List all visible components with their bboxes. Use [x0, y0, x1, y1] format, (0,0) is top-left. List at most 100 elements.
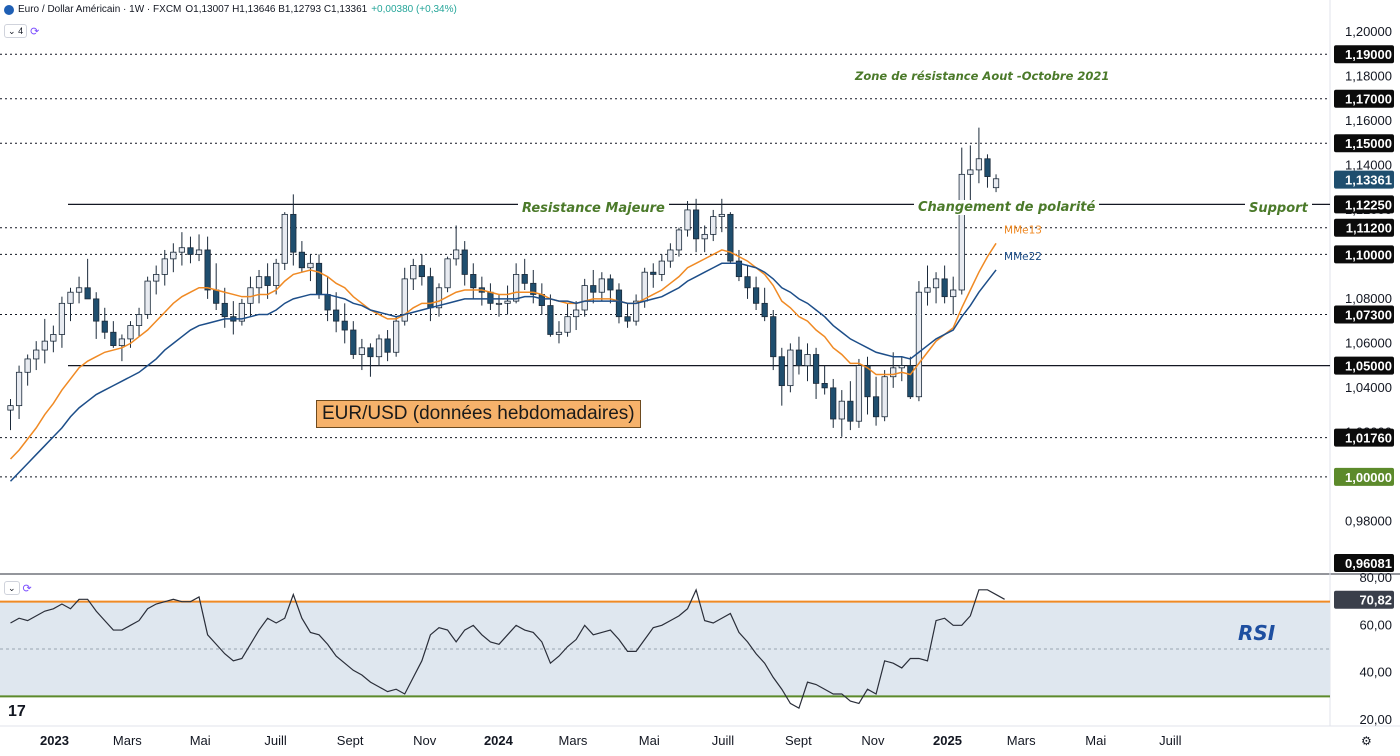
candle-body [135, 314, 143, 326]
last-price-tag: 1,13361 [1345, 173, 1392, 188]
rsi-pane-controls: ⌄ ⟳ [4, 581, 32, 595]
y-tick-label: 1,04000 [1345, 380, 1392, 395]
candle-body [967, 169, 974, 175]
rsi-tick-label: 80,00 [1359, 570, 1392, 585]
candle-body [770, 316, 777, 358]
x-tick-label: Nov [413, 733, 437, 748]
candle-body [812, 354, 820, 384]
x-tick-label: Juill [712, 733, 735, 748]
candle-body [298, 251, 305, 269]
candle-body [418, 265, 425, 278]
candle-body [924, 287, 931, 293]
candle-body [144, 280, 151, 315]
candle-body [350, 329, 357, 355]
indicator-controls: ⌄ 4 ⟳ [4, 24, 39, 38]
y-tick-label: 1,08000 [1345, 291, 1392, 306]
candle-body [915, 291, 923, 398]
candle-body [513, 274, 520, 302]
settings-gear-icon[interactable]: ⚙ [1361, 734, 1372, 748]
candle-body [341, 320, 348, 331]
candle-body [864, 365, 871, 398]
rsi-collapse-button[interactable]: ⌄ [4, 581, 20, 595]
candle-body [581, 285, 588, 311]
level-tag: 1,00000 [1345, 470, 1392, 485]
level-tag: 1,10000 [1345, 247, 1392, 262]
candle-body [461, 249, 468, 275]
level-tag: 1,12250 [1345, 197, 1392, 212]
candle-body [710, 216, 717, 235]
candle-body [941, 278, 948, 298]
candle-body [547, 305, 554, 335]
level-tag: 1,19000 [1345, 47, 1392, 62]
low-marker-tag-bg [1334, 553, 1394, 572]
candle-body [735, 260, 743, 278]
symbol-legend: Euro / Dollar Américain · 1W · FXCM O1,1… [4, 4, 457, 15]
candle-body [675, 229, 683, 251]
change-readout: +0,00380 (+0,34%) [371, 4, 457, 15]
candle-body [333, 309, 340, 322]
candle-body [590, 285, 597, 293]
y-tick-label: 1,16000 [1345, 113, 1392, 128]
level-tag-bg [1334, 428, 1394, 447]
rsi-tick-label: 40,00 [1359, 665, 1392, 680]
candle-body [15, 371, 23, 407]
candle-body [161, 258, 168, 275]
candle-body [58, 302, 66, 335]
candle-body [898, 365, 905, 369]
tradingview-logo-icon[interactable]: 17 [8, 703, 26, 720]
candle-body [847, 400, 854, 422]
sync-icon[interactable]: ⟳ [22, 582, 32, 595]
candle-body [804, 354, 811, 367]
chevron-down-icon: ⌄ [8, 583, 16, 593]
candle-body [744, 276, 751, 289]
candle-body [110, 331, 117, 346]
level-tag: 1,01760 [1345, 431, 1392, 446]
candle-body [7, 405, 14, 411]
x-tick-label: Sept [785, 733, 812, 748]
level-tag: 1,17000 [1345, 92, 1392, 107]
candle-body [907, 365, 914, 398]
x-tick-label: Mars [1007, 733, 1036, 748]
candle-body [598, 278, 605, 293]
candle-body [84, 287, 91, 300]
candle-body [984, 158, 991, 177]
candle-body [315, 262, 323, 295]
indicator-count: 4 [18, 26, 24, 36]
candle-body [787, 349, 794, 387]
candle-body [384, 338, 391, 353]
annotation-changement-polarite: Changement de polarité [914, 200, 1100, 215]
rsi-band [0, 601, 1330, 697]
candle-body [881, 376, 888, 418]
sync-icon[interactable]: ⟳ [30, 25, 40, 38]
candle-body [658, 260, 665, 275]
candle-body [487, 291, 494, 304]
mme13-line [9, 242, 997, 460]
symbol-name[interactable]: Euro / Dollar Américain · 1W · FXCM [18, 4, 182, 15]
candle-body [75, 287, 83, 293]
candle-body [290, 213, 297, 253]
candle-body [195, 249, 203, 255]
level-tag-bg [1334, 218, 1394, 237]
x-tick-label: 2025 [933, 733, 962, 748]
candle-body [855, 365, 863, 422]
collapse-indicators-button[interactable]: ⌄ 4 [4, 24, 28, 38]
candle-body [693, 209, 700, 240]
candle-body [778, 356, 785, 387]
candle-body [564, 316, 571, 333]
candle-body [504, 300, 511, 304]
candle-body [444, 258, 451, 289]
rsi-line [10, 588, 1005, 710]
level-tag-bg [1334, 134, 1394, 153]
candle-body [127, 325, 134, 340]
level-tag-bg [1334, 356, 1394, 375]
rsi-tick-label: 20,00 [1359, 712, 1392, 727]
y-tick-label: 1,18000 [1345, 68, 1392, 83]
x-tick-label: Nov [861, 733, 885, 748]
candle-body [830, 387, 837, 420]
candle-body [178, 247, 185, 253]
candle-body [530, 282, 537, 295]
candle-body [393, 320, 400, 353]
rsi-tick-label: 60,00 [1359, 617, 1392, 632]
mme22-label: MMe22 [1004, 251, 1042, 263]
